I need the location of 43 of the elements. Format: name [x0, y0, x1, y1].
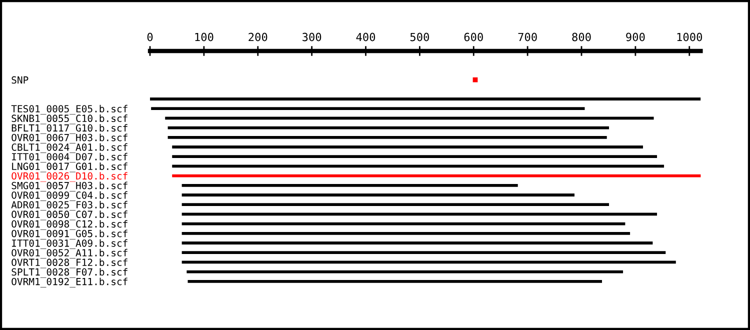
- x-tick-label: 600: [464, 32, 483, 42]
- bar: [172, 155, 658, 158]
- y-tick-label: OVR01_0050_C07.b.scf: [12, 210, 128, 220]
- bar: [168, 136, 607, 139]
- y-tick-label: OVR01_0099_C04.b.scf: [12, 191, 128, 201]
- bar: [188, 280, 602, 283]
- y-tick-label: OVR01_0026_D10.b.scf: [12, 172, 128, 182]
- x-tick-label: 300: [302, 32, 322, 42]
- x-tick-label: 700: [518, 32, 537, 42]
- y-tick-label: CBLT1_0024_A01.b.scf: [12, 143, 128, 153]
- x-tick-label: 200: [248, 32, 268, 42]
- x-tick-label: 400: [356, 32, 376, 42]
- y-tick-label: OVRT1_0028_F12.b.scf: [12, 258, 128, 268]
- x-tick-label: 1000: [677, 32, 702, 42]
- bar: [182, 194, 574, 196]
- y-tick-label: BFLT1_0117_G10.b.scf: [12, 124, 128, 134]
- y-tick-label: SKNB1_0055_C10.b.scf: [12, 114, 128, 124]
- bar: [151, 107, 585, 110]
- bar: [182, 251, 666, 254]
- y-tick-label: SPLT1_0028_F07.b.scf: [12, 268, 128, 278]
- y-tick-label: OVR01_0091_G05.b.scf: [12, 230, 128, 240]
- y-tick-label: ITT01_0004_D07.b.scf: [12, 152, 128, 163]
- y-tick-label: LNG01_0017_G01.b.scf: [12, 162, 128, 172]
- y-tick-label: ITT01_0031_A09.b.scf: [12, 239, 128, 249]
- x-tick-label: 500: [410, 32, 429, 42]
- y-tick-label: OVR01_0052_A11.b.scf: [12, 248, 128, 259]
- x-tick-label: 0: [147, 32, 153, 42]
- y-tick-label: ADR01_0025_F03.b.scf: [11, 200, 128, 211]
- bar: [172, 146, 643, 148]
- x-tick-label: 800: [572, 32, 591, 42]
- bar: [182, 184, 518, 187]
- y-tick-label: OVR01_0067_H03.b.scf: [12, 134, 128, 144]
- bar: [182, 242, 653, 244]
- x-tick-label: 900: [626, 32, 645, 42]
- y-tick-label: SNP: [12, 76, 28, 84]
- y-tick-label: OVRM1_0192_E11.b.scf: [12, 278, 128, 288]
- x-tick-label: 100: [195, 32, 214, 42]
- bar: [150, 98, 701, 100]
- bar: [182, 232, 630, 235]
- y-tick-label: TES01_0005_E05.b.scf: [11, 104, 128, 115]
- y-tick-label: SMG01_0057_H03.b.scf: [12, 182, 128, 192]
- bar: [182, 203, 610, 206]
- y-tick-label: OVR01_0098_C12.b.scf: [12, 220, 128, 230]
